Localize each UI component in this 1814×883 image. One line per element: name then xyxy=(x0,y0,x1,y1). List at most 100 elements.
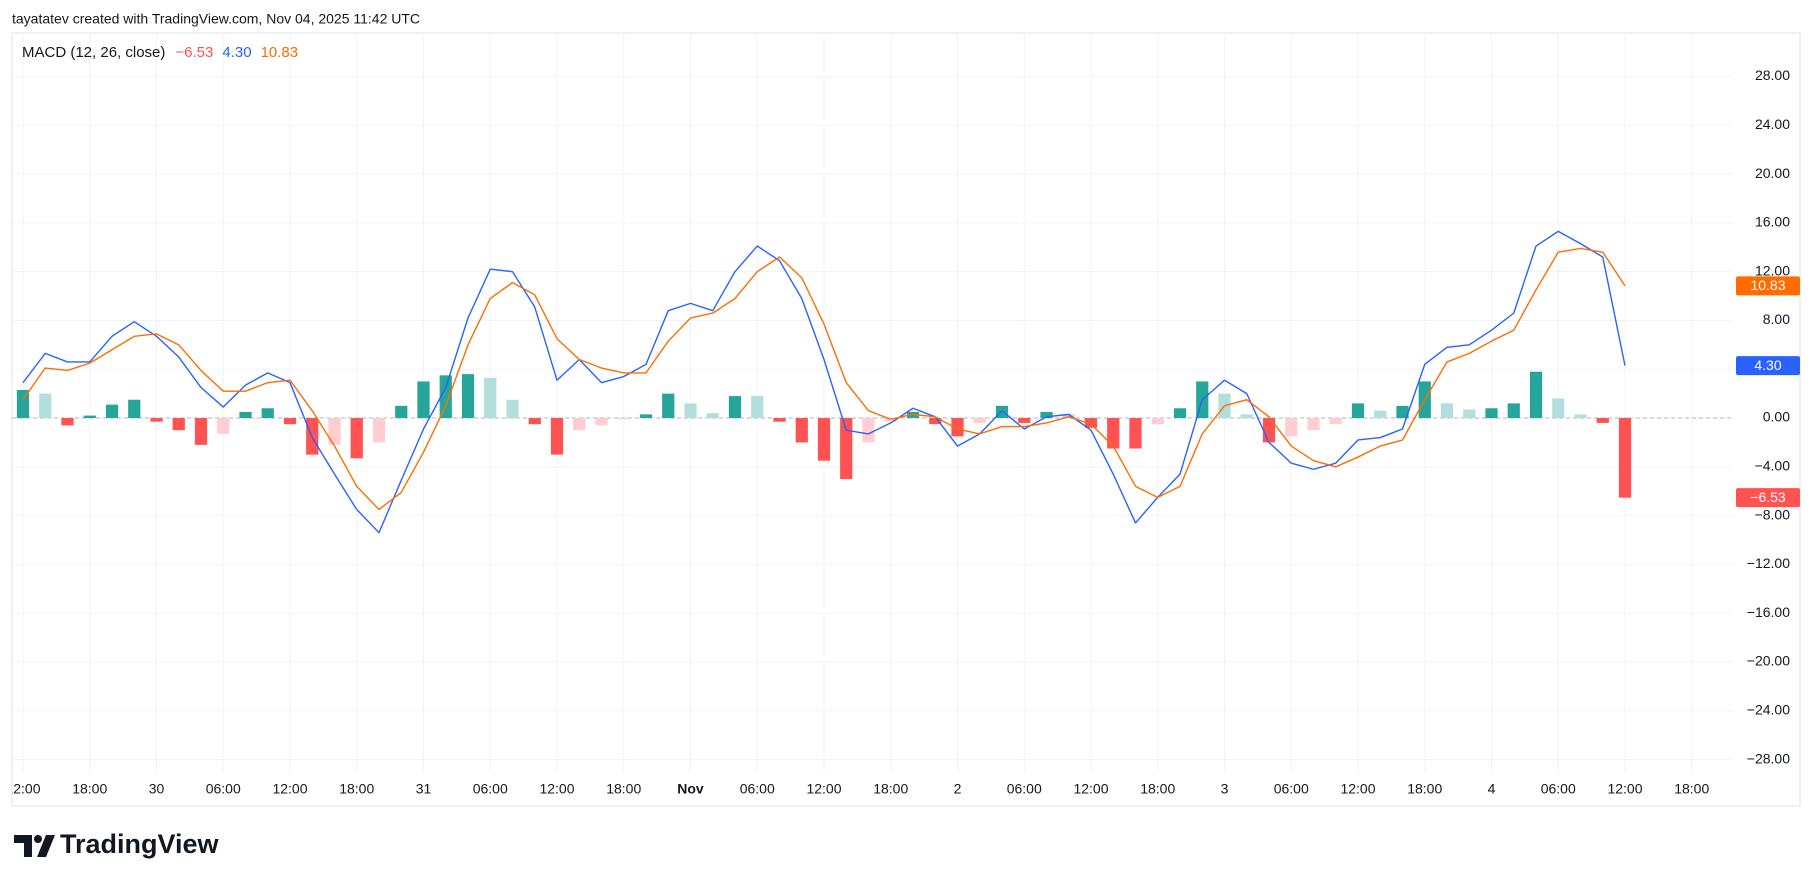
x-tick-label: 12:00 xyxy=(5,781,40,797)
histogram-bar xyxy=(817,418,831,461)
price-tag-label: 4.30 xyxy=(1754,357,1781,373)
price-tag-label: 10.83 xyxy=(1750,277,1785,293)
y-tick-label: −8.00 xyxy=(1755,506,1791,522)
x-axis: 12:00 18:00 30 06:00 12:00 18:00 31 06:00 12:00 1… xyxy=(5,781,1709,797)
histogram-bar xyxy=(1552,398,1565,419)
y-tick-label: −4.00 xyxy=(1755,458,1791,474)
price-tags: −6.53 4.30 10.83 xyxy=(1736,276,1800,508)
histogram-bar xyxy=(1018,418,1031,423)
histogram-bar xyxy=(1463,409,1476,419)
y-tick-label: 8.00 xyxy=(1763,311,1790,327)
x-tick-label: 12:00 xyxy=(1073,781,1108,797)
histogram-bar xyxy=(506,399,519,419)
y-tick-label: 12.00 xyxy=(1755,262,1790,278)
x-tick-label: 18:00 xyxy=(606,781,641,797)
plot-area xyxy=(12,230,1732,534)
histogram-bar xyxy=(1440,403,1454,419)
histogram-bar xyxy=(706,413,719,419)
x-tick-label: 18:00 xyxy=(873,781,908,797)
histogram-bar xyxy=(1596,418,1609,423)
histogram-bar xyxy=(1529,371,1543,419)
histogram-bar xyxy=(595,418,608,426)
histogram-bar xyxy=(150,418,163,422)
histogram-bar xyxy=(1151,418,1164,425)
x-tick-label: 06:00 xyxy=(1007,781,1042,797)
x-tick-label: 06:00 xyxy=(1274,781,1309,797)
histogram-bar xyxy=(1040,411,1053,419)
line-series xyxy=(22,230,1626,534)
histogram-bar xyxy=(417,381,430,419)
x-tick-label: 06:00 xyxy=(740,781,775,797)
histogram-bar xyxy=(528,418,541,425)
histogram-bar xyxy=(1307,418,1320,431)
histogram-bar xyxy=(395,405,408,419)
x-tick-label: 2 xyxy=(954,781,962,797)
x-tick-label: 30 xyxy=(149,781,165,797)
histogram-bar xyxy=(61,418,74,426)
histogram-bar xyxy=(728,396,742,419)
histogram-bar xyxy=(639,414,653,419)
histogram-bar xyxy=(751,396,764,419)
histogram-bar xyxy=(929,418,942,425)
histogram-bar xyxy=(951,418,964,437)
attribution: tayatatev created with TradingView.com, … xyxy=(12,11,420,27)
y-tick-label: 16.00 xyxy=(1755,214,1790,230)
histogram-bar xyxy=(1129,418,1142,449)
y-tick-label: −24.00 xyxy=(1747,701,1790,717)
logo-mark xyxy=(37,835,55,857)
histogram-bar xyxy=(105,404,119,419)
y-tick-label: −28.00 xyxy=(1747,750,1790,766)
histogram-bar xyxy=(1329,418,1342,425)
histogram-bar xyxy=(217,418,230,434)
histogram-bar xyxy=(1107,418,1120,449)
histogram-bar xyxy=(16,389,30,419)
x-tick-label: 3 xyxy=(1221,781,1229,797)
x-tick-label: 4 xyxy=(1488,781,1496,797)
logo-dot xyxy=(34,835,42,843)
histogram-bar xyxy=(372,418,386,443)
y-tick-label: −20.00 xyxy=(1747,653,1790,669)
histogram-bar xyxy=(1485,408,1498,419)
histogram-bar xyxy=(840,418,853,480)
histogram-bar xyxy=(1351,403,1365,419)
y-tick-label: −16.00 xyxy=(1747,604,1790,620)
histogram-bar xyxy=(1618,418,1632,498)
x-tick-label: 18:00 xyxy=(1140,781,1175,797)
histogram-bar xyxy=(1173,408,1187,419)
histogram-bar xyxy=(617,418,630,420)
histogram-bar xyxy=(172,418,185,431)
histogram-bar xyxy=(795,418,808,443)
histogram-bar xyxy=(239,411,252,419)
y-tick-label: 20.00 xyxy=(1755,165,1790,181)
histogram-bar xyxy=(1396,405,1409,419)
histogram-bar xyxy=(1084,418,1098,428)
x-tick-label: 18:00 xyxy=(72,781,107,797)
histogram-bar xyxy=(350,418,363,459)
x-tick-label: 18:00 xyxy=(339,781,374,797)
y-tick-label: 24.00 xyxy=(1755,116,1790,132)
x-tick-label: 12:00 xyxy=(806,781,841,797)
x-tick-label: 18:00 xyxy=(1674,781,1709,797)
x-tick-label: 18:00 xyxy=(1407,781,1442,797)
x-tick-label: 12:00 xyxy=(1340,781,1375,797)
histogram-bar xyxy=(1574,414,1587,419)
x-tick-label: 12:00 xyxy=(539,781,574,797)
line-series xyxy=(22,247,1626,511)
x-tick-label: 06:00 xyxy=(1541,781,1576,797)
histogram-bar xyxy=(439,375,452,419)
x-tick-label: 31 xyxy=(416,781,432,797)
x-tick-label: 12:00 xyxy=(1607,781,1642,797)
y-tick-label: −12.00 xyxy=(1747,555,1790,571)
brand-name: TradingView xyxy=(60,829,220,859)
histogram-bar xyxy=(773,418,786,422)
histogram-bar xyxy=(283,418,297,425)
histogram-bar xyxy=(862,418,875,443)
x-tick-label: Nov xyxy=(677,781,704,797)
histogram-bar xyxy=(461,374,475,419)
legend-value: 4.30 xyxy=(222,44,251,61)
histogram-bar xyxy=(328,418,341,445)
x-tick-label: 06:00 xyxy=(473,781,508,797)
x-tick-label: 06:00 xyxy=(206,781,241,797)
